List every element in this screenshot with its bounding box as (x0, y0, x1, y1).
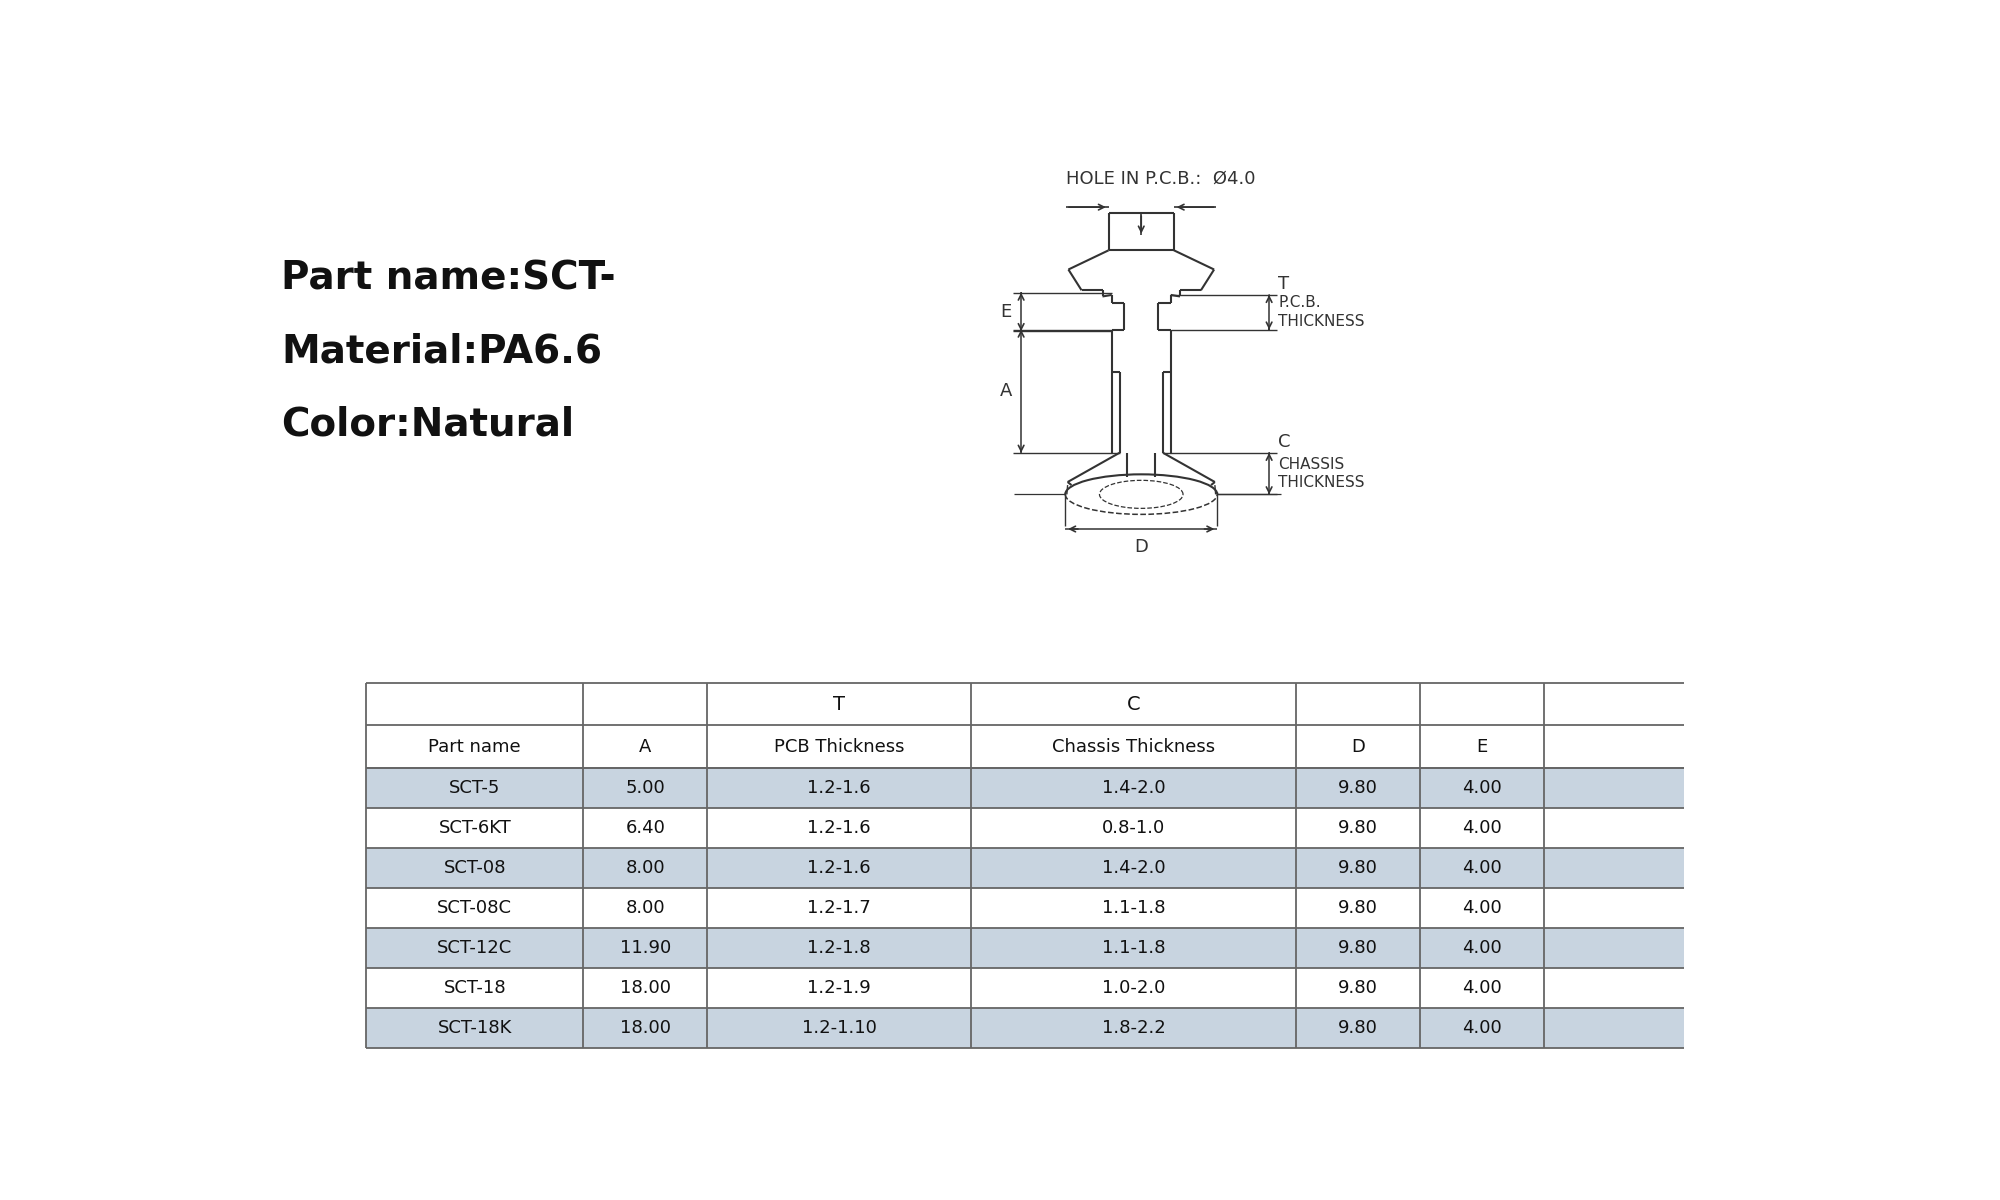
Text: 9.80: 9.80 (1338, 818, 1378, 836)
Text: 4.00: 4.00 (1462, 818, 1502, 836)
Text: 9.80: 9.80 (1338, 1019, 1378, 1037)
Text: 1.2-1.8: 1.2-1.8 (808, 938, 870, 956)
Text: P.C.B.
THICKNESS: P.C.B. THICKNESS (1278, 295, 1364, 329)
Text: 4.00: 4.00 (1462, 938, 1502, 956)
Text: 8.00: 8.00 (626, 859, 666, 877)
Text: 4.00: 4.00 (1462, 779, 1502, 797)
Text: 9.80: 9.80 (1338, 779, 1378, 797)
Text: SCT-08: SCT-08 (444, 859, 506, 877)
Text: E: E (1000, 302, 1012, 320)
Text: 11.90: 11.90 (620, 938, 670, 956)
Text: 9.80: 9.80 (1338, 859, 1378, 877)
Text: A: A (1000, 382, 1012, 400)
Text: D: D (1134, 539, 1148, 557)
Text: 4.00: 4.00 (1462, 979, 1502, 997)
Text: 4.00: 4.00 (1462, 859, 1502, 877)
Text: 1.2-1.7: 1.2-1.7 (808, 899, 870, 917)
Text: D: D (1352, 738, 1366, 756)
Text: 4.00: 4.00 (1462, 1019, 1502, 1037)
Text: C: C (1278, 433, 1290, 451)
Text: 0.8-1.0: 0.8-1.0 (1102, 818, 1166, 836)
Text: CHASSIS
THICKNESS: CHASSIS THICKNESS (1278, 457, 1364, 491)
Text: 4.00: 4.00 (1462, 899, 1502, 917)
Text: SCT-12C: SCT-12C (438, 938, 512, 956)
Text: 1.2-1.6: 1.2-1.6 (808, 779, 870, 797)
Text: T: T (832, 695, 844, 714)
Text: T: T (1278, 275, 1290, 293)
Text: SCT-08C: SCT-08C (438, 899, 512, 917)
Text: 1.4-2.0: 1.4-2.0 (1102, 859, 1166, 877)
Text: Part name: Part name (428, 738, 522, 756)
Text: Material:PA6.6: Material:PA6.6 (280, 332, 602, 371)
Text: 1.1-1.8: 1.1-1.8 (1102, 899, 1166, 917)
Text: SCT-5: SCT-5 (450, 779, 500, 797)
Text: 6.40: 6.40 (626, 818, 666, 836)
Text: A: A (640, 738, 652, 756)
Text: 1.1-1.8: 1.1-1.8 (1102, 938, 1166, 956)
Text: 5.00: 5.00 (626, 779, 666, 797)
Text: Color:Natural: Color:Natural (280, 406, 574, 444)
Text: 1.0-2.0: 1.0-2.0 (1102, 979, 1166, 997)
Text: Chassis Thickness: Chassis Thickness (1052, 738, 1216, 756)
Text: SCT-6KT: SCT-6KT (438, 818, 512, 836)
Text: PCB Thickness: PCB Thickness (774, 738, 904, 756)
Text: 1.2-1.6: 1.2-1.6 (808, 859, 870, 877)
Text: 18.00: 18.00 (620, 1019, 670, 1037)
Bar (366, 768, 1684, 808)
Text: 1.8-2.2: 1.8-2.2 (1102, 1019, 1166, 1037)
Bar (366, 928, 1684, 968)
Text: 9.80: 9.80 (1338, 938, 1378, 956)
Text: 9.80: 9.80 (1338, 899, 1378, 917)
Text: 1.2-1.10: 1.2-1.10 (802, 1019, 876, 1037)
Text: 8.00: 8.00 (626, 899, 666, 917)
Text: 1.4-2.0: 1.4-2.0 (1102, 779, 1166, 797)
Bar (366, 847, 1684, 888)
Text: HOLE IN P.C.B.:  Ø4.0: HOLE IN P.C.B.: Ø4.0 (1066, 169, 1256, 187)
Text: 9.80: 9.80 (1338, 979, 1378, 997)
Text: 1.2-1.6: 1.2-1.6 (808, 818, 870, 836)
Text: Part name:SCT-: Part name:SCT- (280, 259, 616, 298)
Text: 1.2-1.9: 1.2-1.9 (808, 979, 870, 997)
Text: 18.00: 18.00 (620, 979, 670, 997)
Text: C: C (1126, 695, 1140, 714)
Text: SCT-18: SCT-18 (444, 979, 506, 997)
Bar (366, 1008, 1684, 1048)
Text: SCT-18K: SCT-18K (438, 1019, 512, 1037)
Text: E: E (1476, 738, 1488, 756)
